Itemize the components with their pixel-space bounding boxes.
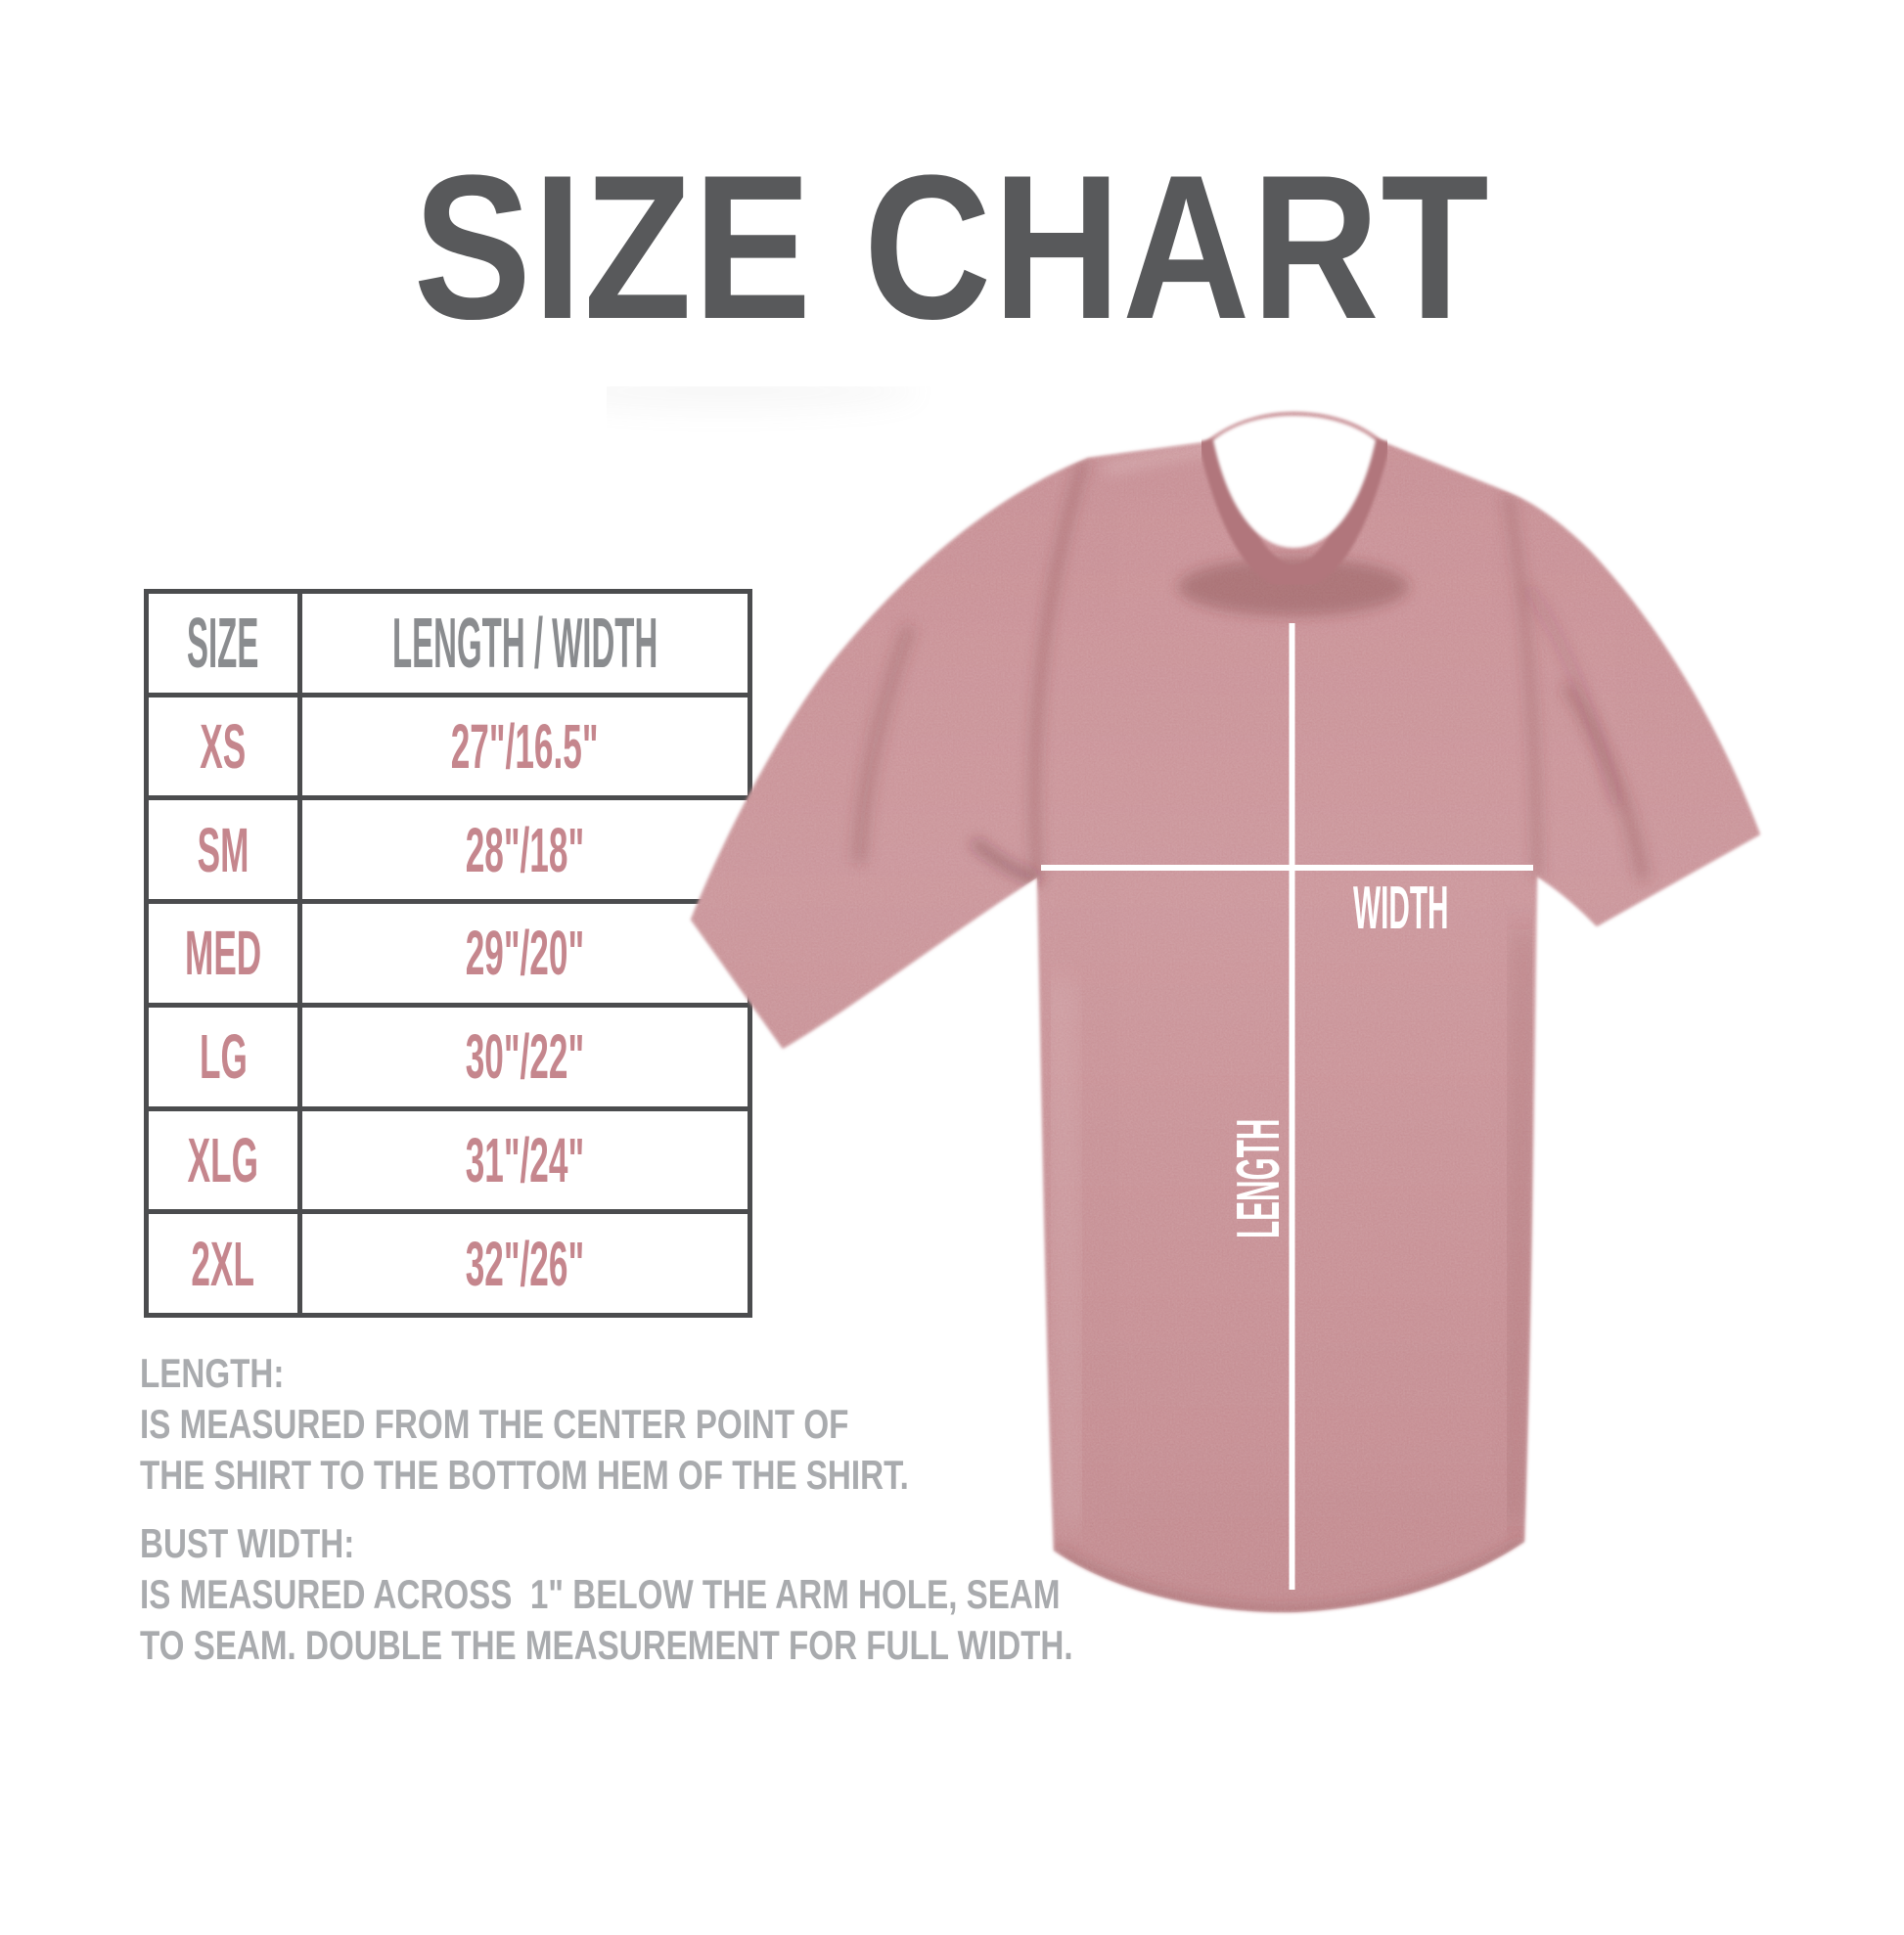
page-title: SIZE CHART [0,145,1904,350]
length-note-line1: IS MEASURED FROM THE CENTER POINT OF [140,1401,849,1447]
table-row-2xl-size: 2XL [149,1214,297,1313]
table-row-2xl-measurement: 32"/26" [302,1214,748,1313]
width-label: WIDTH [1353,875,1449,942]
size-value: 2XL [191,1228,255,1299]
table-row-sm-measurement: 28"/18" [302,800,748,900]
size-value: XLG [187,1124,259,1195]
length-note-line2: THE SHIRT TO THE BOTTOM HEM OF THE SHIRT… [140,1452,909,1498]
collar-band [1198,435,1391,591]
table-row-xlg-size: XLG [149,1110,297,1210]
table-row-sm-size: SM [149,800,297,900]
bust-note-line1: IS MEASURED ACROSS 1" BELOW THE ARM HOLE… [140,1571,1061,1617]
measurement-value: 29"/20" [465,918,585,989]
bust-note-heading: BUST WIDTH: [140,1520,355,1566]
table-header-measurement: LENGTH / WIDTH [302,594,748,693]
size-value: SM [197,814,249,885]
size-value: LG [199,1021,248,1093]
page-title-text: SIZE CHART [413,132,1491,362]
measurement-col-header: LENGTH / WIDTH [391,604,658,683]
length-note-heading: LENGTH: [140,1350,285,1396]
table-row-lg-measurement: 30"/22" [302,1007,748,1106]
size-value: XS [200,711,247,783]
size-value: MED [184,918,262,989]
measurement-value: 32"/26" [465,1228,585,1299]
tshirt-svg: WIDTH LENGTH [528,372,1760,1613]
neck-opening [1213,416,1376,548]
table-row-xs-measurement: 27"/16.5" [302,697,748,796]
length-label: LENGTH [1225,1119,1292,1238]
tshirt-diagram: WIDTH LENGTH [528,372,1839,1668]
table-row-xlg-measurement: 31"/24" [302,1110,748,1210]
measurement-overlay: WIDTH LENGTH [1041,623,1533,1590]
size-chart-table: SIZE LENGTH / WIDTH XS 27"/16.5" SM 28"/… [144,589,752,1318]
table-row-lg-size: LG [149,1007,297,1106]
background-smudge [528,372,920,411]
measurement-value: 31"/24" [465,1124,585,1195]
bust-note-line2: TO SEAM. DOUBLE THE MEASUREMENT FOR FULL… [140,1622,1073,1668]
table-row-med-measurement: 29"/20" [302,904,748,1003]
table-header-size: SIZE [149,594,297,693]
tshirt-texture [691,412,1760,1613]
table-row-med-size: MED [149,904,297,1003]
tshirt-graphic [691,412,1760,1613]
measurement-notes: LENGTH: IS MEASURED FROM THE CENTER POIN… [140,1348,1321,1671]
measurement-value: 30"/22" [465,1021,585,1093]
measurement-value: 27"/16.5" [451,711,599,783]
measurement-value: 28"/18" [465,814,585,885]
table-row-xs-size: XS [149,697,297,796]
size-col-header: SIZE [187,604,259,683]
